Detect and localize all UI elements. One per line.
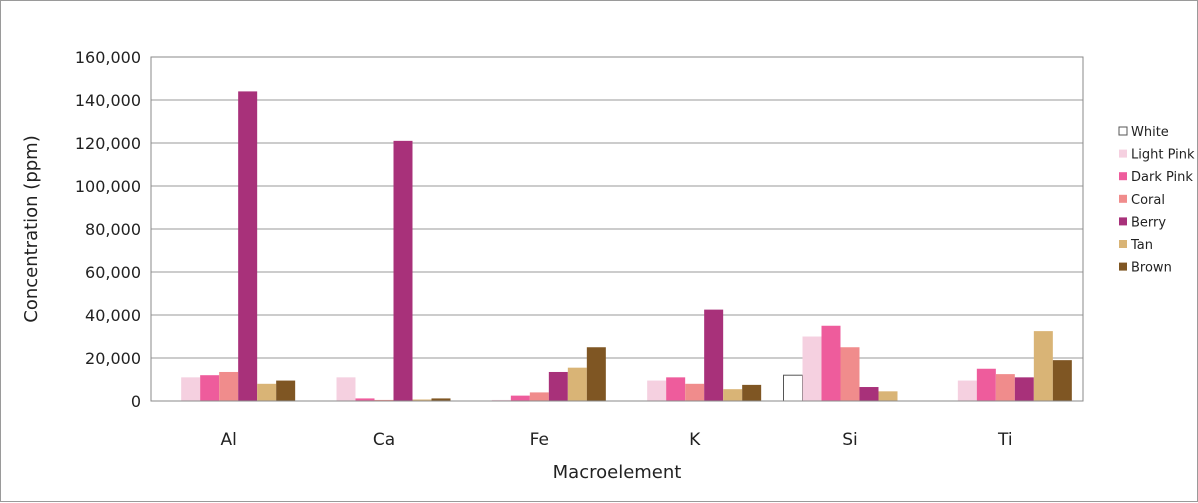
x-category-label: K [689, 430, 701, 450]
bar-brown-fe [586, 347, 606, 401]
bar-tan-fe [567, 367, 587, 401]
x-category-label: Al [220, 430, 236, 450]
y-tick-label: 80,000 [85, 220, 141, 239]
bar-light-pink-ca [336, 377, 356, 401]
bar-berry-si [859, 387, 879, 401]
y-tick-label: 140,000 [75, 91, 141, 110]
bars [181, 91, 1072, 402]
bar-dark-pink-k [666, 377, 686, 401]
gridlines [151, 99, 1083, 359]
legend-label: Coral [1131, 193, 1165, 208]
legend: White Light Pink Dark Pink Coral Berry Tan Bro… [1118, 125, 1195, 276]
legend-swatch [1119, 262, 1127, 271]
bar-brown-ca [431, 398, 451, 401]
y-tick-label: 0 [131, 392, 141, 411]
bar-tan-al [257, 383, 277, 401]
bar-coral-al [219, 371, 239, 401]
bar-dark-pink-ca [355, 398, 375, 401]
bar-coral-fe [529, 392, 549, 401]
legend-label: White [1131, 125, 1169, 140]
bar-berry-al [238, 91, 258, 402]
y-tick-label: 40,000 [85, 306, 141, 325]
bar-light-pink-si [802, 336, 822, 401]
y-tick-label: 100,000 [75, 177, 141, 196]
legend-label: Brown [1131, 261, 1172, 276]
bar-dark-pink-ti [976, 368, 996, 401]
legend-label: Tan [1130, 238, 1153, 253]
bar-dark-pink-si [821, 325, 841, 401]
bar-berry-ti [1014, 377, 1034, 401]
bar-light-pink-ti [957, 380, 977, 401]
bar-white-si [783, 374, 803, 402]
legend-swatch [1119, 240, 1127, 248]
legend-label: Light Pink [1131, 148, 1195, 163]
y-axis-title: Concentration (ppm) [21, 135, 42, 323]
bar-berry-ca [393, 140, 413, 401]
legend-swatch [1119, 217, 1127, 226]
bar-berry-k [704, 309, 724, 401]
bar-coral-si [840, 347, 860, 401]
legend-label: Berry [1131, 215, 1166, 230]
legend-swatch [1119, 172, 1127, 181]
x-category-label: Ca [373, 430, 395, 450]
bar-light-pink-fe [491, 399, 511, 401]
bar-berry-fe [548, 371, 568, 401]
x-axis-title: Macroelement [553, 462, 682, 483]
x-category-label: Si [842, 430, 858, 450]
legend-label: Dark Pink [1131, 170, 1193, 185]
bar-brown-k [742, 384, 762, 401]
bar-coral-ca [374, 399, 394, 401]
bar-brown-ti [1052, 360, 1072, 401]
bar-light-pink-al [181, 377, 201, 401]
y-tick-label: 60,000 [85, 263, 141, 282]
bar-tan-si [878, 391, 898, 401]
bar-light-pink-k [647, 380, 667, 401]
x-axis-categories: Al Ca Fe K Si Ti [220, 430, 1012, 450]
bar-dark-pink-fe [510, 395, 530, 401]
bar-tan-k [723, 389, 743, 401]
y-tick-label: 20,000 [85, 349, 141, 368]
bar-coral-ti [995, 374, 1015, 401]
plot-area-border [150, 56, 1084, 402]
y-axis-ticks: 0 20,000 40,000 60,000 80,000 100,000 120,000 1… [75, 48, 141, 411]
bar-tan-ca [412, 399, 432, 401]
bar-tan-ti [1033, 331, 1053, 401]
y-tick-label: 120,000 [75, 134, 141, 153]
x-category-label: Ti [997, 430, 1013, 450]
bar-coral-k [685, 383, 705, 401]
bar-brown-al [276, 380, 296, 401]
bar-dark-pink-al [200, 375, 220, 401]
legend-swatch [1118, 126, 1128, 136]
legend-swatch [1119, 194, 1127, 203]
x-category-label: Fe [530, 430, 549, 450]
y-tick-label: 160,000 [75, 48, 141, 67]
legend-swatch [1119, 149, 1127, 158]
